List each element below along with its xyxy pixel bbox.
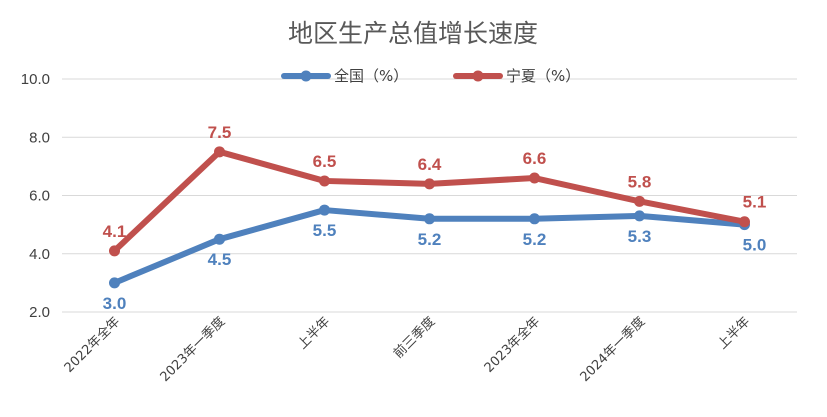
x-tick-label: 2023年全年	[481, 314, 543, 376]
data-point	[634, 195, 645, 207]
data-point	[319, 175, 330, 187]
data-point	[634, 210, 645, 222]
y-tick-label: 10.0	[21, 71, 50, 88]
data-label: 5.8	[628, 172, 652, 191]
data-label: 6.5	[313, 152, 337, 171]
data-label: 5.2	[418, 230, 442, 249]
data-point	[109, 277, 120, 289]
x-axis-ticks: 2022年全年 2023年一季度 上半年 前三季度 2023年全年 2024年一季度 上半年	[61, 314, 753, 385]
legend-swatch-marker	[300, 70, 312, 82]
data-label: 4.1	[103, 222, 127, 241]
series-lines	[109, 146, 750, 289]
y-tick-label: 8.0	[29, 129, 50, 146]
data-point	[529, 213, 540, 225]
x-tick-label: 上半年	[715, 314, 753, 352]
data-label: 6.6	[523, 149, 547, 168]
data-point	[739, 216, 750, 228]
data-point	[214, 146, 225, 158]
data-label: 4.5	[208, 250, 232, 269]
chart-title: 地区生产总值增长速度	[288, 19, 538, 48]
data-label: 5.3	[628, 227, 652, 246]
data-point	[424, 213, 435, 225]
legend-swatch-marker	[472, 70, 484, 82]
y-axis-ticks: 2.0 4.0 6.0 8.0 10.0	[21, 71, 50, 321]
legend-label: 全国（%）	[334, 67, 408, 85]
y-tick-label: 6.0	[29, 188, 50, 205]
x-tick-label: 2022年全年	[61, 314, 123, 376]
x-tick-label: 上半年	[295, 314, 333, 352]
legend: 全国（%） 宁夏（%）	[281, 67, 580, 85]
data-point	[319, 204, 330, 216]
data-label: 5.5	[313, 221, 337, 240]
data-point	[109, 245, 120, 257]
x-tick-label: 2024年一季度	[577, 314, 648, 385]
data-point	[424, 178, 435, 190]
legend-label: 宁夏（%）	[506, 67, 580, 85]
data-labels: 3.0 4.5 5.5 5.2 5.2 5.3 5.0 4.1 7.5 6.5 6.4 6.6 5.8 5…	[103, 123, 767, 313]
data-label: 5.1	[743, 193, 767, 212]
y-tick-label: 4.0	[29, 246, 50, 263]
data-label: 5.0	[743, 236, 767, 255]
data-label: 5.2	[523, 230, 547, 249]
x-tick-label: 2023年一季度	[157, 314, 228, 385]
data-label: 6.4	[418, 155, 442, 174]
data-label: 7.5	[208, 123, 232, 142]
y-tick-label: 2.0	[29, 304, 50, 321]
data-point	[529, 172, 540, 184]
data-point	[214, 233, 225, 245]
x-tick-label: 前三季度	[390, 314, 438, 362]
data-label: 3.0	[103, 294, 127, 313]
